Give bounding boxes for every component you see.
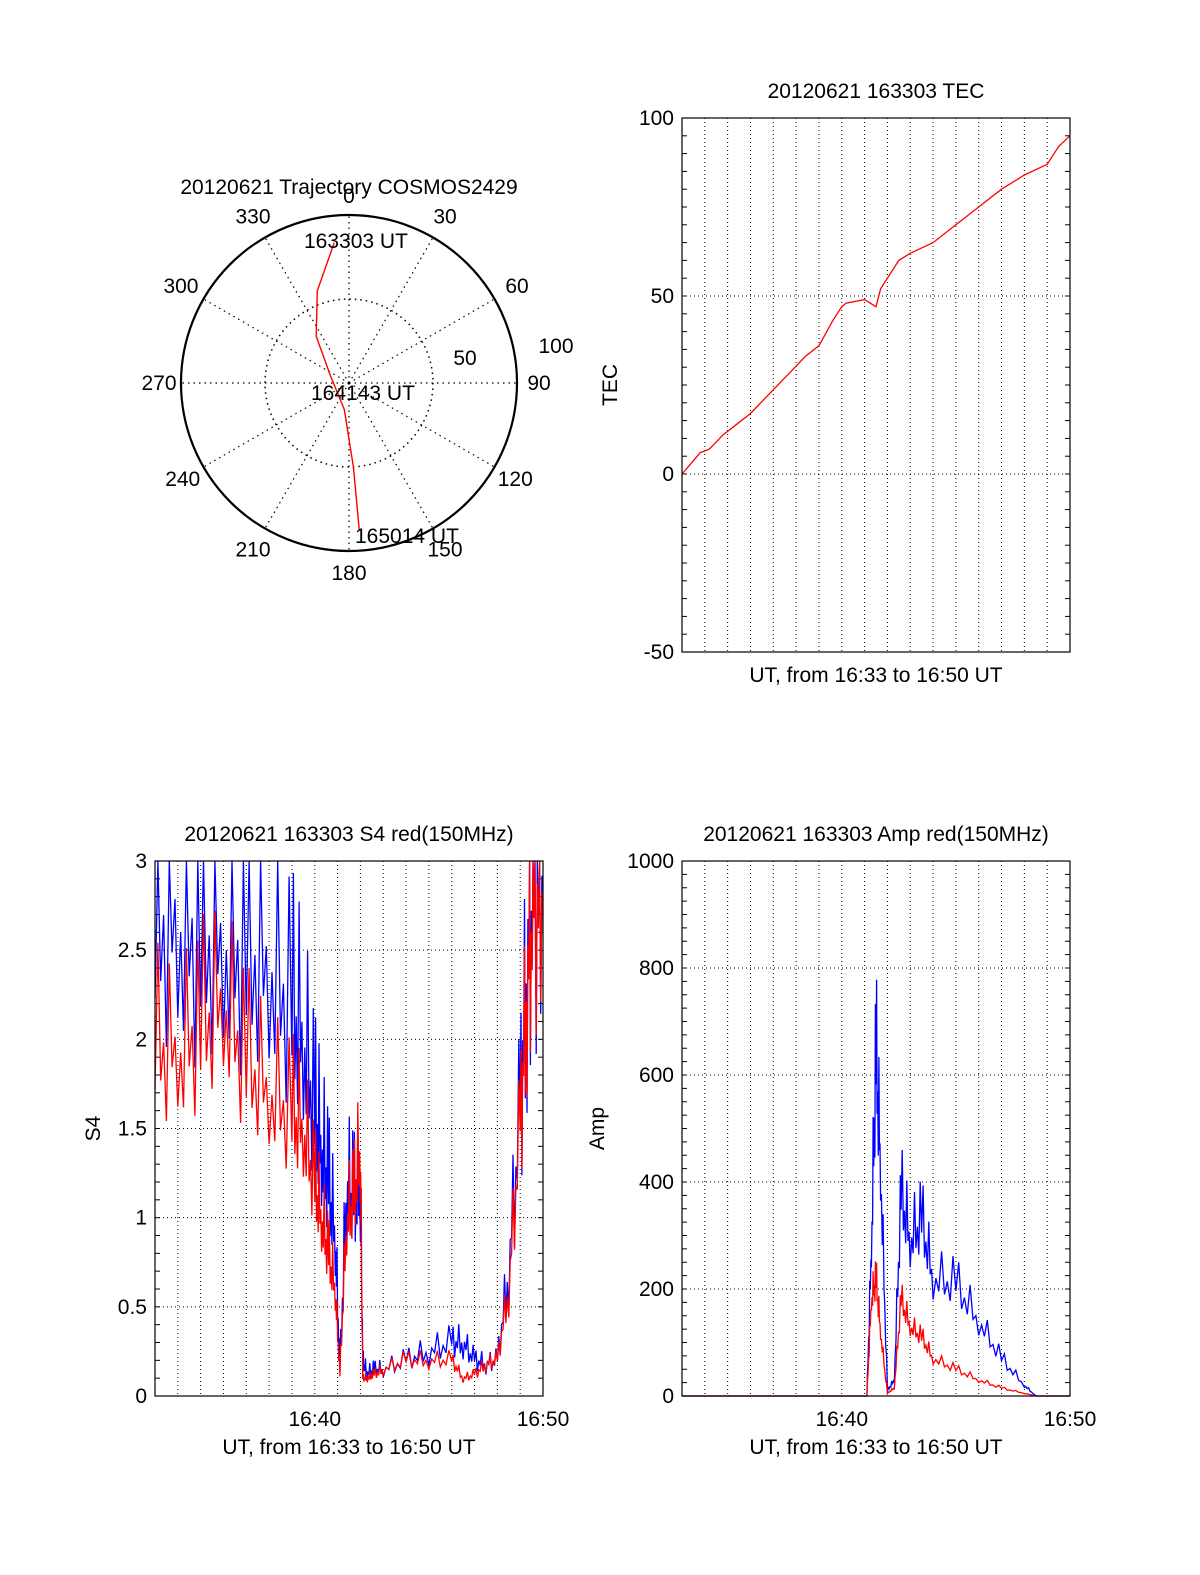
y-axis-label: TEC [599,364,622,406]
y-tick-label: 1 [135,1207,147,1230]
radial-tick-label: 100 [538,335,573,358]
polar-ring-outer [179,213,519,553]
angle-tick-label: 180 [331,562,366,585]
x-tick-label: 16:40 [815,1408,868,1431]
angle-tick-label: 240 [165,468,200,491]
angle-tick-label: 270 [141,372,176,395]
amp-chart [681,860,1071,1397]
s4-chart [154,860,544,1397]
y-tick-label: 1000 [627,850,674,873]
polar-chart [179,213,519,553]
mid-time-annotation: 164143 UT [311,382,415,405]
plot-frame [681,117,1071,653]
y-axis-label: Amp [586,1107,609,1150]
end-time-annotation: 165014 UT [355,525,459,548]
angle-tick-label: 30 [433,206,456,229]
angle-tick-label: 330 [235,206,270,229]
series-line-0 [154,860,544,1380]
chart-title: 20120621 163303 TEC [768,80,985,103]
series-line-1 [682,1261,1070,1397]
polar-spoke [264,382,350,529]
y-tick-label: 0 [135,1385,147,1408]
angle-tick-label: 210 [235,538,270,561]
x-axis-label: UT, from 16:33 to 16:50 UT [749,1436,1002,1459]
polar-spoke [348,298,495,384]
y-axis-label: S4 [82,1115,105,1141]
y-tick-label: -50 [644,641,674,664]
x-tick-label: 16:50 [517,1408,570,1431]
x-tick-label: 16:50 [1044,1408,1097,1431]
y-tick-label: 3 [135,850,147,873]
y-tick-label: 600 [639,1064,674,1087]
y-tick-label: 0.5 [118,1296,147,1319]
series-line-1 [154,860,544,1383]
y-tick-label: 0 [662,463,674,486]
polar-spoke [348,382,434,529]
y-tick-label: 800 [639,957,674,980]
chart-title: 20120621 163303 Amp red(150MHz) [703,823,1049,846]
polar-spoke [203,382,350,468]
angle-tick-label: 90 [527,372,550,395]
chart-title: 20120621 163303 S4 red(150MHz) [184,823,513,846]
angle-tick-label: 120 [498,468,533,491]
chart-title: 20120621 Trajectory COSMOS2429 [180,176,517,199]
angle-tick-label: 0 [343,185,355,208]
tec-chart [681,117,1071,653]
y-tick-label: 2 [135,1028,147,1051]
y-tick-label: 100 [639,107,674,130]
y-tick-label: 2.5 [118,939,147,962]
angle-tick-label: 60 [505,275,528,298]
series-line-0 [681,135,1071,475]
trajectory-line [315,242,360,531]
angle-tick-label: 150 [427,538,462,561]
y-tick-label: 0 [662,1385,674,1408]
polar-spoke [348,237,434,384]
start-time-annotation: 163303 UT [304,230,408,253]
angle-tick-label: 300 [163,275,198,298]
y-tick-label: 50 [651,285,674,308]
y-tick-label: 400 [639,1171,674,1194]
polar-spoke [348,382,495,468]
polar-ring-50 [264,298,434,468]
plot-frame [681,860,1071,1397]
x-axis-label: UT, from 16:33 to 16:50 UT [222,1436,475,1459]
y-tick-label: 200 [639,1278,674,1301]
polar-spoke [203,298,350,384]
radial-tick-label: 50 [453,347,476,370]
plot-frame [154,860,544,1397]
y-tick-label: 1.5 [118,1118,147,1141]
series-line-0 [682,979,1070,1397]
x-axis-label: UT, from 16:33 to 16:50 UT [749,664,1002,687]
x-tick-label: 16:40 [288,1408,341,1431]
polar-spoke [264,237,350,384]
